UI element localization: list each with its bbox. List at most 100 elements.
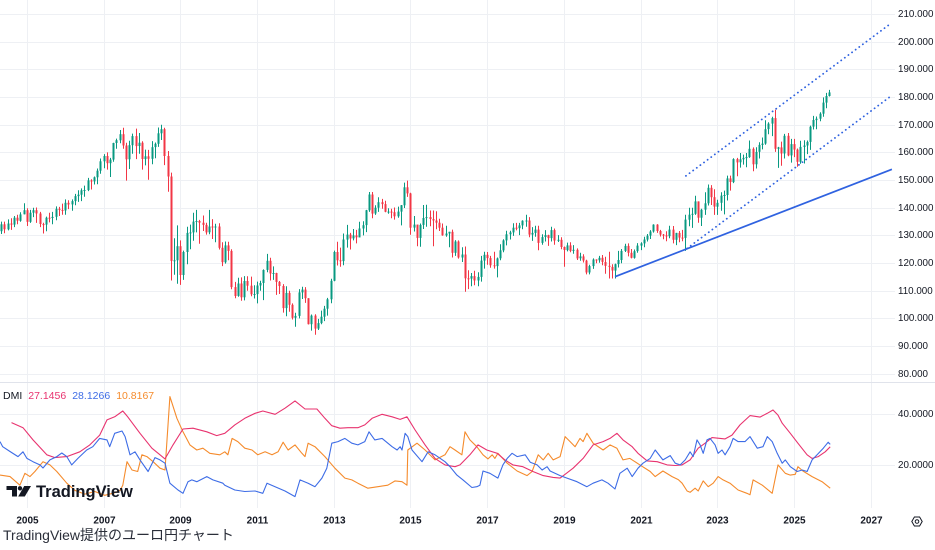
footer-caption: TradingView提供のユーロ円チャート: [3, 527, 234, 543]
trendline-solid[interactable]: [614, 168, 893, 278]
candle-body: [0, 224, 3, 232]
dmi-adx-line: [11, 400, 831, 479]
candle: [294, 312, 297, 327]
candle: [489, 255, 492, 268]
candle: [205, 222, 208, 235]
candle: [435, 211, 438, 230]
candle: [470, 273, 473, 287]
candle: [620, 249, 623, 264]
candle-body: [550, 230, 553, 239]
candle-body: [697, 201, 700, 218]
candle: [167, 151, 170, 192]
candle-body: [387, 211, 390, 213]
candle: [87, 177, 90, 192]
candle-body: [282, 286, 285, 309]
time-axis[interactable]: 2005 2007 2009 2011 2013 2015 2017 2019 2021 2023…: [16, 516, 883, 527]
candle: [237, 277, 240, 297]
candle: [39, 211, 42, 228]
candle: [253, 285, 256, 299]
candle: [723, 190, 726, 215]
candle-body: [592, 259, 595, 267]
candle-body: [403, 187, 406, 206]
gear-icon[interactable]: [911, 516, 923, 527]
candle: [109, 157, 112, 177]
candle: [186, 226, 189, 265]
candle: [592, 258, 595, 269]
candle: [633, 249, 636, 259]
candle-body: [704, 203, 707, 210]
candle-body: [55, 208, 58, 217]
candle-body: [748, 148, 751, 158]
candle-body: [362, 225, 365, 229]
dmi-axis[interactable]: 40.0000 20.0000: [898, 409, 934, 471]
candle-body: [170, 176, 173, 261]
candle: [67, 200, 70, 210]
candle: [208, 209, 211, 235]
candle: [662, 234, 665, 240]
candle: [544, 230, 547, 242]
candle-body: [771, 118, 774, 124]
candle-body: [815, 118, 818, 121]
candle: [493, 251, 496, 269]
logo-mark-slash: [18, 486, 31, 497]
candle-body: [179, 246, 182, 275]
candle: [192, 212, 195, 241]
candle: [285, 286, 288, 317]
candle: [502, 239, 505, 253]
adx-value: 27.1456: [28, 390, 67, 402]
channel-lower-dotted-line[interactable]: [686, 95, 891, 250]
candle-body: [409, 193, 412, 228]
logo-mark-dot: [17, 486, 23, 491]
candle-body: [716, 202, 719, 207]
candle-body: [441, 227, 444, 236]
candle-body: [96, 170, 99, 178]
candle-body: [534, 229, 537, 233]
candle: [103, 154, 106, 169]
candle: [170, 172, 173, 281]
candle-body: [429, 217, 432, 219]
candle-body: [147, 156, 150, 159]
price-axis-label: 180.000: [898, 92, 934, 103]
candle: [179, 240, 182, 285]
candle: [409, 192, 412, 235]
candle: [419, 223, 422, 247]
candle-body: [45, 217, 48, 225]
price-axis[interactable]: 210.000 200.000 190.000 180.000 170.000 160.0…: [898, 9, 934, 380]
dmi-legend-title[interactable]: DMI: [3, 390, 23, 402]
candle: [665, 231, 668, 242]
candle: [182, 250, 185, 280]
candle: [317, 318, 320, 330]
candle: [13, 216, 16, 228]
price-axis-label: 170.000: [898, 120, 934, 131]
candle: [640, 242, 643, 251]
candle-body: [525, 220, 528, 222]
candle: [403, 182, 406, 208]
tradingview-logo[interactable]: TradingView: [6, 483, 134, 501]
candle-body: [822, 102, 825, 114]
price-axis-label: 120.000: [898, 258, 934, 269]
candle-body: [672, 229, 675, 240]
settings-button[interactable]: [911, 516, 923, 527]
candle: [598, 255, 601, 263]
dmi-pane-lines[interactable]: [0, 396, 831, 498]
candle: [809, 125, 812, 150]
candle: [323, 305, 326, 322]
candle-body: [547, 235, 550, 239]
candle: [189, 224, 192, 250]
candle-body: [604, 262, 607, 266]
candle: [26, 208, 29, 226]
price-pane-candles[interactable]: [0, 89, 831, 335]
candle: [246, 276, 249, 291]
price-axis-label: 210.000: [898, 9, 934, 20]
candle: [275, 272, 278, 295]
candle: [23, 203, 26, 215]
candle: [729, 175, 732, 191]
candle-body: [448, 231, 451, 234]
candle: [240, 277, 243, 301]
price-axis-label: 150.000: [898, 175, 934, 186]
candle-body: [128, 145, 131, 160]
trendline-drawings[interactable]: [614, 22, 893, 278]
dmi-legend[interactable]: DMI 27.1456 28.1266 10.8167: [3, 389, 154, 403]
candle-body: [371, 194, 374, 214]
